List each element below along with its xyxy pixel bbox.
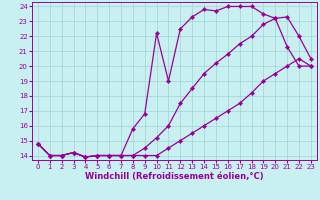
X-axis label: Windchill (Refroidissement éolien,°C): Windchill (Refroidissement éolien,°C) xyxy=(85,172,264,181)
